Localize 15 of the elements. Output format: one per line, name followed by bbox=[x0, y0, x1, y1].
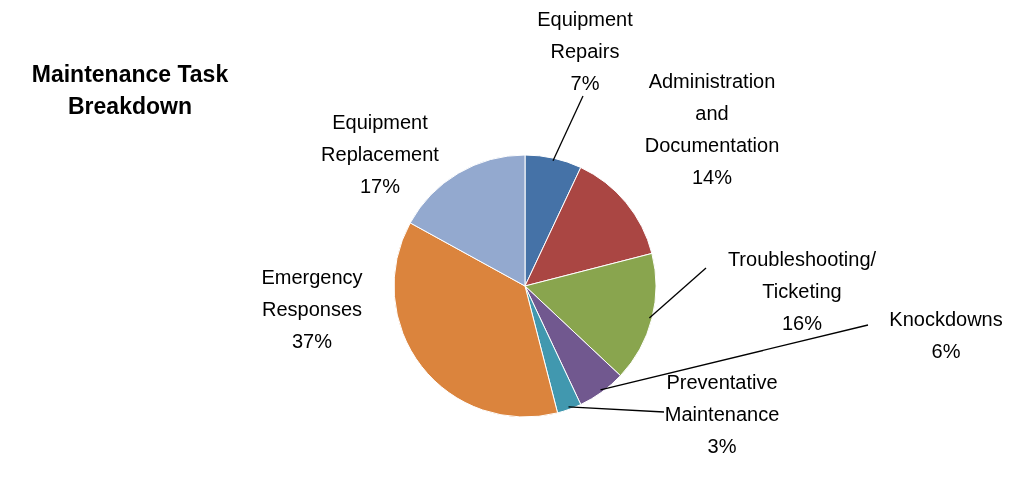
slice-label: Troubleshooting/Ticketing bbox=[727, 247, 877, 302]
slice-label: Administration and Documentation bbox=[644, 69, 780, 156]
data-label: 37% bbox=[291, 329, 333, 352]
text: Maintenance Task Breakdown bbox=[30, 60, 230, 121]
data-label: 6% bbox=[931, 339, 961, 362]
data-label: 3% bbox=[707, 434, 737, 457]
slice-label: Equipment Repairs bbox=[537, 7, 634, 62]
data-label: 17% bbox=[359, 174, 401, 197]
data-label: 14% bbox=[691, 165, 733, 188]
slice-label: Knockdowns bbox=[889, 307, 1003, 330]
slice-label: Emergency Responses bbox=[261, 265, 363, 320]
data-label: 7% bbox=[570, 71, 600, 94]
data-label: 16% bbox=[781, 311, 823, 334]
slice-label: Preventative Maintenance bbox=[664, 370, 780, 425]
slice-label: Equipment Replacement bbox=[321, 110, 440, 165]
